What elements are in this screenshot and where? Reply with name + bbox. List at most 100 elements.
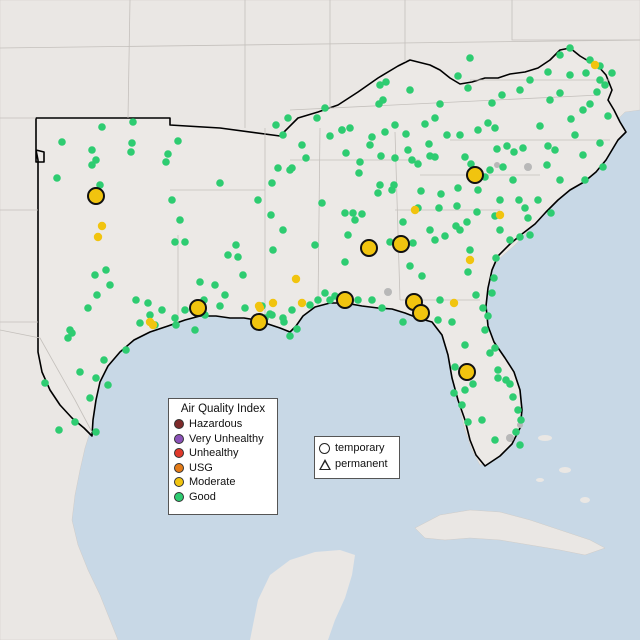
good-swatch: [174, 491, 184, 502]
moderate-station-large-marker[interactable]: [87, 187, 105, 205]
good-station-marker: [515, 196, 523, 204]
good-station-marker: [216, 302, 224, 310]
good-station-marker: [391, 154, 399, 162]
good-station-marker: [474, 186, 482, 194]
good-station-marker: [434, 316, 442, 324]
good-station-marker: [488, 99, 496, 107]
good-station-marker: [599, 163, 607, 171]
good-station-marker: [421, 120, 429, 128]
good-station-marker: [521, 204, 529, 212]
good-station-marker: [368, 133, 376, 141]
moderate-station-large-marker[interactable]: [360, 239, 378, 257]
good-station-marker: [92, 374, 100, 382]
good-station-marker: [55, 426, 63, 434]
good-stations: [41, 44, 616, 449]
moderate-station-large-marker[interactable]: [250, 313, 268, 331]
good-station-marker: [481, 326, 489, 334]
good-station-marker: [64, 334, 72, 342]
moderate-station-large-marker[interactable]: [458, 363, 476, 381]
good-station-marker: [298, 141, 306, 149]
moderate-station-large-marker[interactable]: [412, 304, 430, 322]
good-station-marker: [338, 126, 346, 134]
good-station-marker: [417, 187, 425, 195]
good-station-marker: [514, 406, 522, 414]
good-station-marker: [506, 380, 514, 388]
legend-label: Very Unhealthy: [189, 432, 264, 445]
good-station-marker: [122, 346, 130, 354]
good-station-marker: [443, 131, 451, 139]
good-station-marker: [91, 271, 99, 279]
good-station-marker: [492, 254, 500, 262]
good-station-marker: [351, 216, 359, 224]
mexico-border: [0, 329, 93, 433]
good-station-marker: [402, 130, 410, 138]
good-station-marker: [239, 271, 247, 279]
good-station-marker: [268, 311, 276, 319]
good-station-marker: [268, 179, 276, 187]
good-station-marker: [341, 209, 349, 217]
good-station-marker: [467, 160, 475, 168]
good-station-marker: [461, 341, 469, 349]
good-station-marker: [524, 214, 532, 222]
good-station-marker: [581, 176, 589, 184]
moderate-station-marker: [255, 303, 265, 313]
good-station-marker: [288, 306, 296, 314]
good-station-marker: [452, 222, 460, 230]
moderate-station-large-marker[interactable]: [189, 299, 207, 317]
legend-label: permanent: [335, 458, 388, 470]
legend-label: Hazardous: [189, 418, 243, 431]
good-station-marker: [544, 68, 552, 76]
good-station-marker: [382, 78, 390, 86]
legend-item-usg: USG: [169, 461, 277, 476]
triangle-icon: [319, 458, 331, 470]
good-station-marker: [464, 84, 472, 92]
good-station-marker: [484, 119, 492, 127]
good-station-marker: [284, 114, 292, 122]
good-station-marker: [544, 142, 552, 150]
good-station-marker: [458, 401, 466, 409]
good-station-marker: [321, 289, 329, 297]
bahamas: [536, 435, 590, 503]
moderate-station-large-marker[interactable]: [466, 166, 484, 184]
good-station-marker: [469, 380, 477, 388]
good-station-marker: [172, 321, 180, 329]
good-station-marker: [435, 204, 443, 212]
good-station-marker: [484, 312, 492, 320]
good-station-marker: [566, 71, 574, 79]
good-station-marker: [498, 91, 506, 99]
good-station-marker: [132, 296, 140, 304]
good-station-marker: [431, 236, 439, 244]
good-station-marker: [93, 291, 101, 299]
good-station-marker: [431, 114, 439, 122]
good-station-marker: [391, 121, 399, 129]
good-station-marker: [418, 272, 426, 280]
good-station-marker: [128, 139, 136, 147]
good-station-marker: [486, 349, 494, 357]
good-station-marker: [196, 278, 204, 286]
good-station-marker: [601, 81, 609, 89]
moderate-station-marker: [291, 274, 301, 284]
good-station-marker: [211, 281, 219, 289]
good-station-marker: [454, 72, 462, 80]
good-station-marker: [98, 123, 106, 131]
good-station-marker: [490, 274, 498, 282]
good-station-marker: [466, 54, 474, 62]
good-station-marker: [472, 291, 480, 299]
good-station-marker: [318, 199, 326, 207]
moderate-station-large-marker[interactable]: [392, 235, 410, 253]
good-station-marker: [503, 142, 511, 150]
good-station-marker: [547, 209, 555, 217]
good-station-marker: [232, 241, 240, 249]
legend-item-good: Good: [169, 490, 277, 505]
moderate-station-marker: [465, 255, 475, 265]
good-station-marker: [517, 416, 525, 424]
good-station-marker: [463, 218, 471, 226]
legend-label: USG: [189, 461, 213, 474]
good-station-marker: [479, 304, 487, 312]
good-station-marker: [378, 304, 386, 312]
good-station-marker: [274, 164, 282, 172]
moderate-station-large-marker[interactable]: [336, 291, 354, 309]
legend-item-permanent: permanent: [315, 456, 399, 472]
